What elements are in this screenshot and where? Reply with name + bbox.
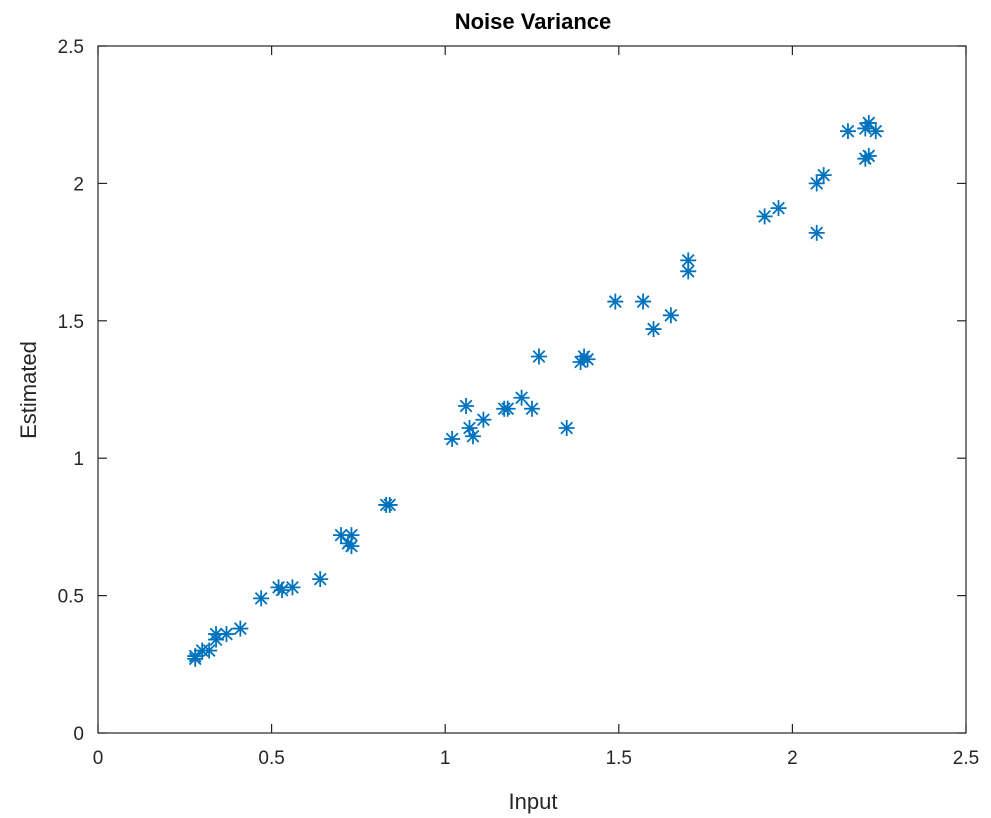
chart-title: Noise Variance bbox=[455, 9, 612, 34]
data-point bbox=[343, 538, 360, 555]
data-point bbox=[201, 642, 218, 659]
data-point bbox=[867, 123, 884, 140]
y-tick-label: 1 bbox=[73, 449, 84, 470]
data-point bbox=[312, 571, 329, 588]
x-tick-label: 1 bbox=[440, 748, 451, 769]
data-point bbox=[815, 167, 832, 184]
data-point bbox=[808, 175, 825, 192]
x-tick-label: 0 bbox=[93, 748, 104, 769]
data-point bbox=[579, 351, 596, 368]
data-point bbox=[635, 293, 652, 310]
data-point bbox=[464, 428, 481, 445]
axis-ticks bbox=[97, 45, 967, 734]
x-tick-label: 0.5 bbox=[258, 748, 284, 769]
plot-area-frame bbox=[97, 45, 967, 734]
data-point bbox=[756, 208, 773, 225]
y-tick-label: 0 bbox=[73, 724, 84, 745]
y-tick-label: 2 bbox=[73, 174, 84, 195]
data-point bbox=[839, 123, 856, 140]
x-axis-label: Input bbox=[509, 789, 558, 814]
x-tick-label: 2.5 bbox=[953, 748, 979, 769]
data-point bbox=[444, 430, 461, 447]
data-point bbox=[662, 307, 679, 324]
data-point bbox=[808, 224, 825, 241]
x-tick-label: 1.5 bbox=[606, 748, 632, 769]
data-point bbox=[524, 400, 540, 417]
data-point bbox=[253, 590, 270, 607]
data-point bbox=[645, 321, 662, 338]
data-point bbox=[458, 397, 475, 414]
data-point bbox=[475, 411, 492, 428]
data-points bbox=[187, 114, 884, 667]
y-tick-label: 1.5 bbox=[58, 312, 84, 333]
y-tick-label: 0.5 bbox=[58, 587, 84, 608]
data-point bbox=[607, 293, 624, 310]
data-point bbox=[558, 419, 575, 436]
data-point bbox=[499, 400, 516, 417]
data-point bbox=[680, 252, 697, 269]
data-point bbox=[284, 579, 301, 596]
data-point bbox=[274, 582, 291, 599]
data-point bbox=[513, 389, 530, 406]
x-tick-label: 2 bbox=[787, 748, 798, 769]
data-point bbox=[860, 114, 877, 131]
data-point bbox=[530, 348, 547, 365]
data-point bbox=[381, 496, 398, 513]
data-point bbox=[860, 147, 877, 164]
data-point bbox=[770, 200, 787, 217]
data-point bbox=[232, 620, 249, 637]
data-point bbox=[218, 626, 235, 643]
y-tick-label: 2.5 bbox=[58, 37, 84, 58]
data-point bbox=[680, 263, 697, 280]
y-axis-label: Estimated bbox=[16, 341, 41, 439]
axis-tick-labels: 0 0.5 1 1.5 2 2.5 0 0.5 1 1.5 2 2.5 bbox=[58, 37, 980, 769]
